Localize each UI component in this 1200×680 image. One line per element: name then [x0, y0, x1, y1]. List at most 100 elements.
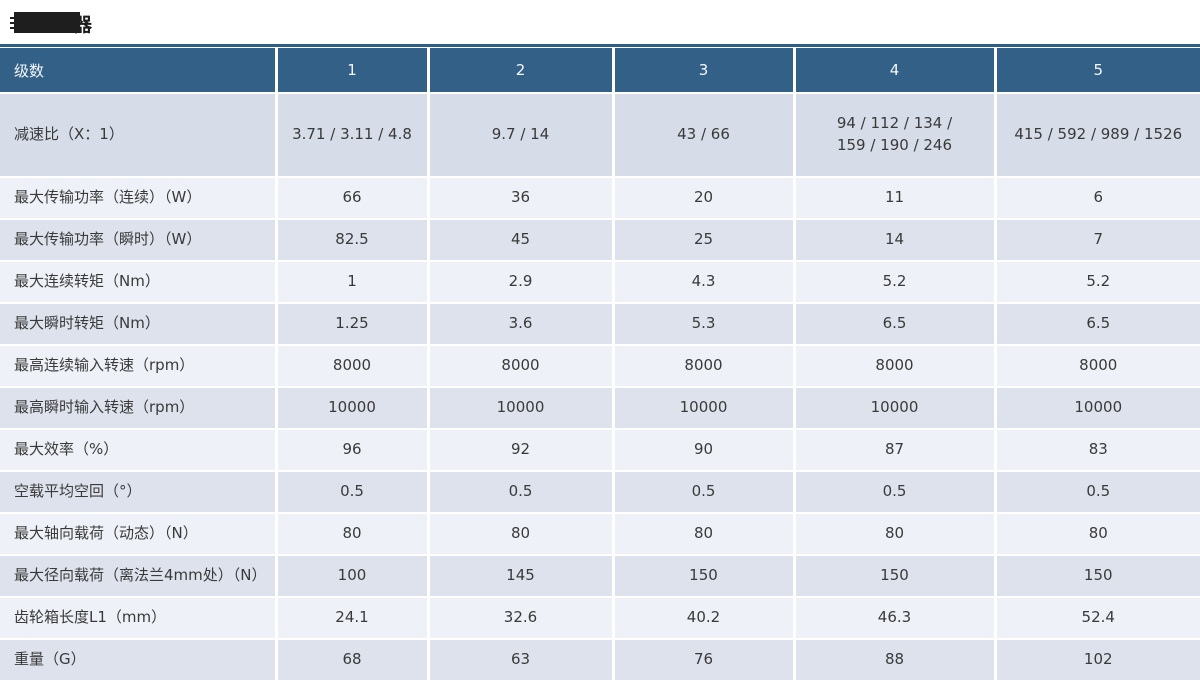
spec-label: 最大传输功率（瞬时）（W）	[0, 218, 276, 261]
spec-value: 8000	[993, 344, 1200, 387]
spec-value: 14	[792, 218, 995, 261]
col-header-2: 2	[426, 48, 613, 93]
spec-value: 80	[426, 512, 613, 555]
spec-value: 52.4	[993, 596, 1200, 639]
spec-value: 90	[611, 428, 794, 471]
table-row: 重量（G） 68 63 76 88 102	[0, 638, 1200, 680]
spec-value: 80	[993, 512, 1200, 555]
spec-value: 6.5	[993, 302, 1200, 345]
spec-value: 0.5	[274, 470, 428, 513]
spec-value: 150	[611, 554, 794, 597]
spec-value: 66	[274, 176, 428, 219]
spec-value: 100	[274, 554, 428, 597]
spec-value: 88	[792, 638, 995, 680]
spec-value: 8000	[426, 344, 613, 387]
table-row: 齿轮箱长度L1（mm） 24.1 32.6 40.2 46.3 52.4	[0, 596, 1200, 639]
spec-value: 415 / 592 / 989 / 1526	[993, 92, 1200, 177]
table-row: 空载平均空回（°） 0.5 0.5 0.5 0.5 0.5	[0, 470, 1200, 513]
table-row: 最大瞬时转矩（Nm） 1.25 3.6 5.3 6.5 6.5	[0, 302, 1200, 345]
spec-label: 最大轴向载荷（动态）（N）	[0, 512, 276, 555]
spec-value: 46.3	[792, 596, 995, 639]
spec-value: 4.3	[611, 260, 794, 303]
spec-value: 8000	[274, 344, 428, 387]
spec-value: 32.6	[426, 596, 613, 639]
spec-value: 25	[611, 218, 794, 261]
spec-value: 80	[792, 512, 995, 555]
spec-value: 10000	[792, 386, 995, 429]
spec-value: 10000	[993, 386, 1200, 429]
spec-label: 最大传输功率（连续）（W）	[0, 176, 276, 219]
spec-value: 11	[792, 176, 995, 219]
spec-label: 最大径向载荷（离法兰4mm处）（N）	[0, 554, 276, 597]
spec-value: 6.5	[792, 302, 995, 345]
spec-value: 83	[993, 428, 1200, 471]
spec-value: 45	[426, 218, 613, 261]
col-header-stages: 级数	[0, 48, 276, 93]
spec-label: 齿轮箱长度L1（mm）	[0, 596, 276, 639]
spec-label: 空载平均空回（°）	[0, 470, 276, 513]
spec-value: 5.2	[993, 260, 1200, 303]
spec-value: 63	[426, 638, 613, 680]
col-header-5: 5	[993, 48, 1200, 93]
spec-value: 0.5	[611, 470, 794, 513]
table-row: 最高连续输入转速（rpm） 8000 8000 8000 8000 8000	[0, 344, 1200, 387]
spec-value: 76	[611, 638, 794, 680]
title-stroke-fragment	[10, 17, 15, 29]
spec-value: 82.5	[274, 218, 428, 261]
spec-value: 1	[274, 260, 428, 303]
spec-value: 10000	[426, 386, 613, 429]
table-row: 最大连续转矩（Nm） 1 2.9 4.3 5.2 5.2	[0, 260, 1200, 303]
spec-value: 10000	[274, 386, 428, 429]
spec-value: 150	[993, 554, 1200, 597]
table-row: 最大径向载荷（离法兰4mm处）（N） 100 145 150 150 150	[0, 554, 1200, 597]
spec-value: 7	[993, 218, 1200, 261]
spec-value: 10000	[611, 386, 794, 429]
spec-value: 6	[993, 176, 1200, 219]
spec-value: 0.5	[792, 470, 995, 513]
col-header-3: 3	[611, 48, 794, 93]
table-row: 最大传输功率（连续）（W） 66 36 20 11 6	[0, 176, 1200, 219]
spec-label: 最大连续转矩（Nm）	[0, 260, 276, 303]
spec-value: 145	[426, 554, 613, 597]
spec-value: 20	[611, 176, 794, 219]
spec-value: 9.7 / 14	[426, 92, 613, 177]
spec-table: 级数 1 2 3 4 5 减速比（X：1） 3.71 / 3.11 / 4.8 …	[0, 48, 1200, 680]
spec-label: 最大瞬时转矩（Nm）	[0, 302, 276, 345]
col-header-4: 4	[792, 48, 995, 93]
table-row: 最大轴向载荷（动态）（N） 80 80 80 80 80	[0, 512, 1200, 555]
spec-value: 92	[426, 428, 613, 471]
table-row: 最高瞬时输入转速（rpm） 10000 10000 10000 10000 10…	[0, 386, 1200, 429]
spec-value: 24.1	[274, 596, 428, 639]
spec-label: 减速比（X：1）	[0, 92, 276, 177]
spec-value: 80	[611, 512, 794, 555]
spec-value: 40.2	[611, 596, 794, 639]
spec-value: 36	[426, 176, 613, 219]
spec-value: 43 / 66	[611, 92, 794, 177]
table-row: 最大传输功率（瞬时）（W） 82.5 45 25 14 7	[0, 218, 1200, 261]
spec-value: 3.71 / 3.11 / 4.8	[274, 92, 428, 177]
spec-value: 1.25	[274, 302, 428, 345]
spec-value: 3.6	[426, 302, 613, 345]
spec-value: 94 / 112 / 134 / 159 / 190 / 246	[792, 92, 995, 177]
spec-value: 87	[792, 428, 995, 471]
table-row: 最大效率（%） 96 92 90 87 83	[0, 428, 1200, 471]
table-top-rule	[0, 44, 1200, 47]
spec-value: 150	[792, 554, 995, 597]
spec-label: 最高瞬时输入转速（rpm）	[0, 386, 276, 429]
spec-value: 8000	[611, 344, 794, 387]
spec-label: 重量（G）	[0, 638, 276, 680]
table-row: 减速比（X：1） 3.71 / 3.11 / 4.8 9.7 / 14 43 /…	[0, 92, 1200, 177]
col-header-1: 1	[274, 48, 428, 93]
spec-value: 68	[274, 638, 428, 680]
spec-value: 0.5	[993, 470, 1200, 513]
spec-value: 5.3	[611, 302, 794, 345]
spec-label: 最高连续输入转速（rpm）	[0, 344, 276, 387]
spec-value: 5.2	[792, 260, 995, 303]
spec-label: 最大效率（%）	[0, 428, 276, 471]
spec-value: 80	[274, 512, 428, 555]
page-title-bar: 器	[0, 0, 1200, 44]
table-header-row: 级数 1 2 3 4 5	[0, 48, 1200, 93]
redaction-box	[14, 12, 80, 33]
spec-value: 96	[274, 428, 428, 471]
